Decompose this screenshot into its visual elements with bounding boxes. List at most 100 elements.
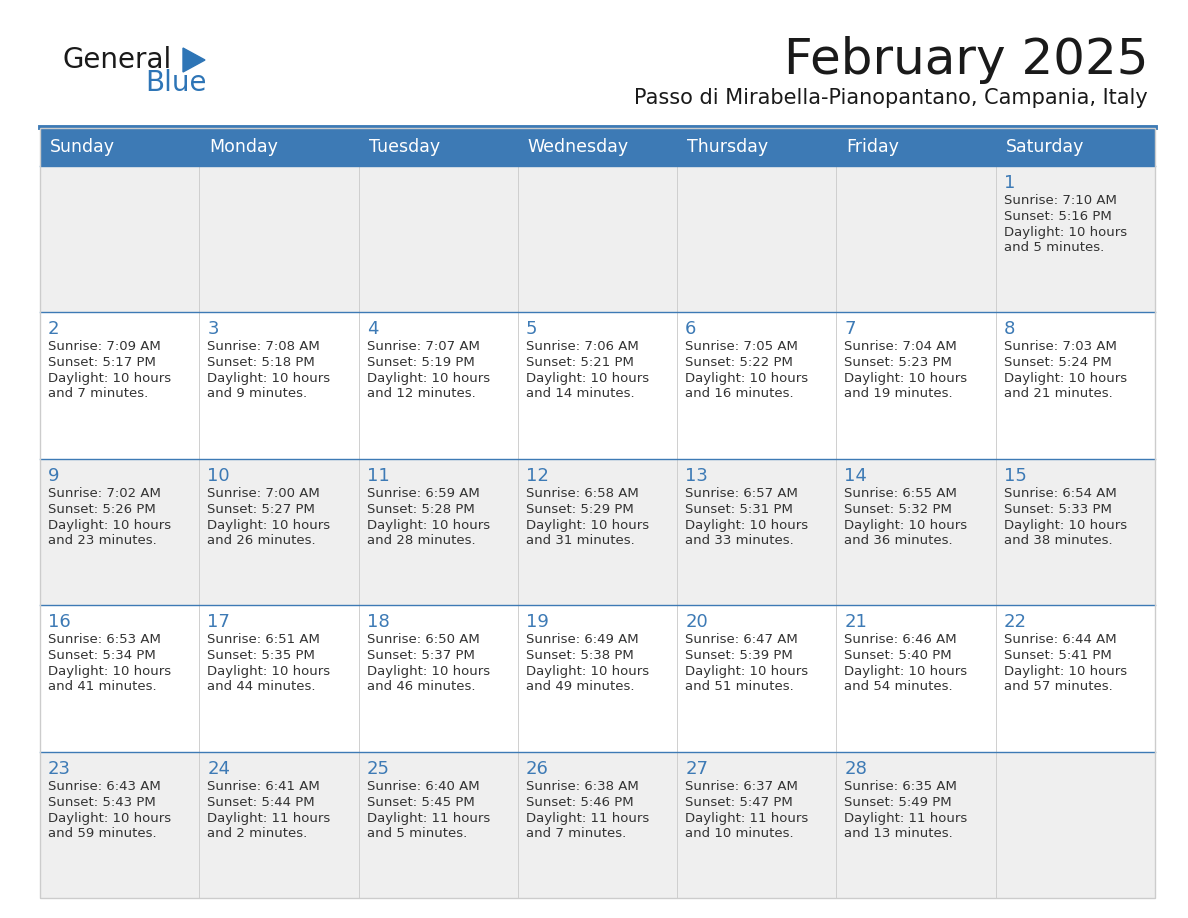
Text: Sunrise: 7:00 AM: Sunrise: 7:00 AM [207, 487, 320, 499]
Text: Sunrise: 6:58 AM: Sunrise: 6:58 AM [526, 487, 639, 499]
Text: 1: 1 [1004, 174, 1015, 192]
Text: 26: 26 [526, 759, 549, 778]
Text: Sunrise: 6:50 AM: Sunrise: 6:50 AM [367, 633, 479, 646]
Text: Tuesday: Tuesday [368, 138, 440, 156]
Text: Sunday: Sunday [50, 138, 115, 156]
Text: Daylight: 10 hours: Daylight: 10 hours [526, 373, 649, 386]
Text: 9: 9 [48, 466, 59, 485]
Text: Daylight: 10 hours: Daylight: 10 hours [685, 519, 808, 532]
Bar [836, 312, 996, 459]
Polygon shape [183, 48, 206, 72]
Bar [996, 312, 1155, 459]
Text: Sunrise: 6:54 AM: Sunrise: 6:54 AM [1004, 487, 1117, 499]
Bar [996, 459, 1155, 605]
Bar [200, 312, 359, 459]
Bar [677, 312, 836, 459]
Text: Sunset: 5:27 PM: Sunset: 5:27 PM [207, 503, 315, 516]
Text: Sunset: 5:23 PM: Sunset: 5:23 PM [845, 356, 953, 369]
Text: Sunrise: 6:51 AM: Sunrise: 6:51 AM [207, 633, 320, 646]
Text: 2: 2 [48, 320, 59, 339]
Text: and 28 minutes.: and 28 minutes. [367, 533, 475, 547]
Text: Daylight: 10 hours: Daylight: 10 hours [845, 373, 967, 386]
Text: 10: 10 [207, 466, 230, 485]
Text: Sunset: 5:19 PM: Sunset: 5:19 PM [367, 356, 474, 369]
Text: Sunrise: 6:38 AM: Sunrise: 6:38 AM [526, 779, 639, 792]
Text: Daylight: 10 hours: Daylight: 10 hours [367, 666, 489, 678]
Text: Daylight: 10 hours: Daylight: 10 hours [367, 519, 489, 532]
Text: Daylight: 10 hours: Daylight: 10 hours [1004, 666, 1127, 678]
Text: Sunrise: 6:43 AM: Sunrise: 6:43 AM [48, 779, 160, 792]
Text: Sunset: 5:37 PM: Sunset: 5:37 PM [367, 649, 474, 662]
Text: 21: 21 [845, 613, 867, 632]
Text: Sunrise: 7:05 AM: Sunrise: 7:05 AM [685, 341, 798, 353]
Text: Sunrise: 7:10 AM: Sunrise: 7:10 AM [1004, 194, 1117, 207]
Text: Thursday: Thursday [687, 138, 769, 156]
Text: Sunrise: 6:53 AM: Sunrise: 6:53 AM [48, 633, 160, 646]
Text: Daylight: 11 hours: Daylight: 11 hours [207, 812, 330, 824]
Text: Sunrise: 7:08 AM: Sunrise: 7:08 AM [207, 341, 320, 353]
Text: Daylight: 10 hours: Daylight: 10 hours [1004, 373, 1127, 386]
Bar [996, 605, 1155, 752]
Text: and 31 minutes.: and 31 minutes. [526, 533, 634, 547]
Text: Daylight: 10 hours: Daylight: 10 hours [48, 519, 171, 532]
Text: Sunset: 5:44 PM: Sunset: 5:44 PM [207, 796, 315, 809]
Text: 19: 19 [526, 613, 549, 632]
Text: Sunrise: 6:55 AM: Sunrise: 6:55 AM [845, 487, 958, 499]
Text: and 21 minutes.: and 21 minutes. [1004, 387, 1112, 400]
Text: Daylight: 10 hours: Daylight: 10 hours [526, 666, 649, 678]
Bar [200, 166, 359, 312]
Bar [359, 752, 518, 898]
Text: Sunrise: 6:49 AM: Sunrise: 6:49 AM [526, 633, 638, 646]
Bar [359, 166, 518, 312]
Bar [40, 752, 200, 898]
Text: and 16 minutes.: and 16 minutes. [685, 387, 794, 400]
Text: 23: 23 [48, 759, 71, 778]
Bar [518, 459, 677, 605]
Text: 4: 4 [367, 320, 378, 339]
Text: Daylight: 10 hours: Daylight: 10 hours [367, 373, 489, 386]
Text: and 14 minutes.: and 14 minutes. [526, 387, 634, 400]
Text: General: General [62, 46, 171, 74]
Bar [40, 166, 200, 312]
Bar [677, 166, 836, 312]
Text: Sunset: 5:26 PM: Sunset: 5:26 PM [48, 503, 156, 516]
Text: and 49 minutes.: and 49 minutes. [526, 680, 634, 693]
Bar [200, 459, 359, 605]
Bar [996, 166, 1155, 312]
Text: and 54 minutes.: and 54 minutes. [845, 680, 953, 693]
Text: Daylight: 10 hours: Daylight: 10 hours [685, 666, 808, 678]
Text: 16: 16 [48, 613, 71, 632]
Text: Sunset: 5:35 PM: Sunset: 5:35 PM [207, 649, 315, 662]
Bar [836, 605, 996, 752]
Bar [677, 752, 836, 898]
Text: Saturday: Saturday [1006, 138, 1085, 156]
Bar [40, 459, 200, 605]
Text: 6: 6 [685, 320, 696, 339]
Text: Passo di Mirabella-Pianopantano, Campania, Italy: Passo di Mirabella-Pianopantano, Campani… [634, 88, 1148, 108]
Text: Sunset: 5:28 PM: Sunset: 5:28 PM [367, 503, 474, 516]
Bar [677, 605, 836, 752]
Text: Sunset: 5:16 PM: Sunset: 5:16 PM [1004, 210, 1112, 223]
Bar [359, 605, 518, 752]
Text: Sunset: 5:32 PM: Sunset: 5:32 PM [845, 503, 953, 516]
Text: and 10 minutes.: and 10 minutes. [685, 826, 794, 840]
Text: 12: 12 [526, 466, 549, 485]
Text: Friday: Friday [846, 138, 899, 156]
Text: Sunset: 5:41 PM: Sunset: 5:41 PM [1004, 649, 1112, 662]
Text: Sunset: 5:18 PM: Sunset: 5:18 PM [207, 356, 315, 369]
Text: and 9 minutes.: and 9 minutes. [207, 387, 308, 400]
Text: Sunrise: 6:41 AM: Sunrise: 6:41 AM [207, 779, 320, 792]
Text: Daylight: 10 hours: Daylight: 10 hours [48, 812, 171, 824]
Text: Daylight: 10 hours: Daylight: 10 hours [207, 373, 330, 386]
Bar [836, 752, 996, 898]
Bar [40, 312, 200, 459]
Text: Sunrise: 6:37 AM: Sunrise: 6:37 AM [685, 779, 798, 792]
Bar [996, 752, 1155, 898]
Text: and 13 minutes.: and 13 minutes. [845, 826, 953, 840]
Text: 18: 18 [367, 613, 390, 632]
Text: Sunset: 5:39 PM: Sunset: 5:39 PM [685, 649, 792, 662]
Text: and 5 minutes.: and 5 minutes. [367, 826, 467, 840]
Text: 27: 27 [685, 759, 708, 778]
Text: Sunrise: 7:09 AM: Sunrise: 7:09 AM [48, 341, 160, 353]
Text: Sunset: 5:45 PM: Sunset: 5:45 PM [367, 796, 474, 809]
